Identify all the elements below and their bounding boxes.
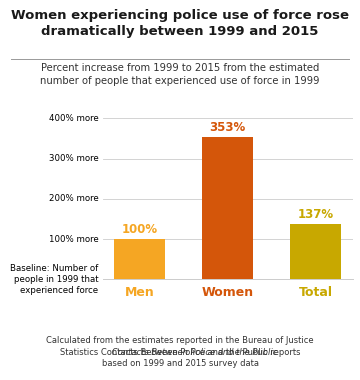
Text: Women experiencing police use of force rose
dramatically between 1999 and 2015: Women experiencing police use of force r… bbox=[11, 10, 349, 38]
Text: Contacts Between Police and the Public: Contacts Between Police and the Public bbox=[83, 348, 277, 357]
Text: based on 1999 and 2015 survey data: based on 1999 and 2015 survey data bbox=[102, 359, 258, 368]
Text: Percent increase from 1999 to 2015 from the estimated
number of people that expe: Percent increase from 1999 to 2015 from … bbox=[40, 63, 320, 86]
Text: 353%: 353% bbox=[210, 121, 246, 134]
Text: 100%: 100% bbox=[121, 223, 158, 236]
Text: Statistics Contacts Between Police and the Public reports: Statistics Contacts Between Police and t… bbox=[60, 348, 300, 357]
Bar bbox=[114, 239, 165, 279]
Bar bbox=[202, 137, 253, 279]
Text: Calculated from the estimates reported in the Bureau of Justice: Calculated from the estimates reported i… bbox=[46, 336, 314, 345]
Bar bbox=[290, 224, 341, 279]
Text: 137%: 137% bbox=[298, 208, 334, 221]
